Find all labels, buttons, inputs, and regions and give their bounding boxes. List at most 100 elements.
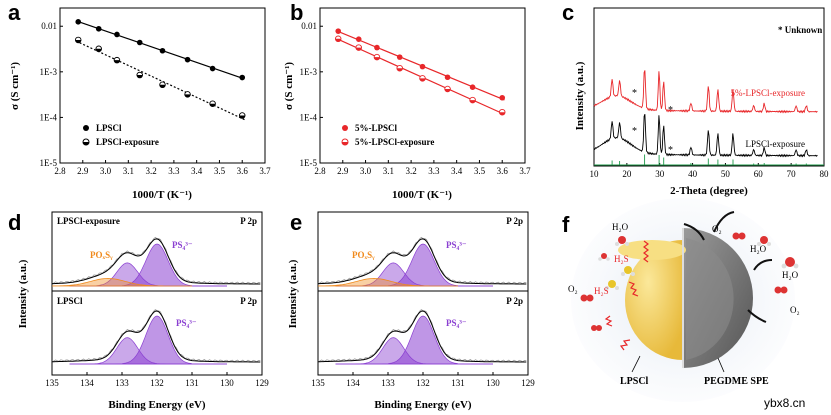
panel-e-letter: e — [290, 210, 302, 235]
d-bottom-sample-label: LPSCl — [57, 296, 83, 306]
data-point — [373, 53, 381, 61]
x-tick-label: 3.3 — [168, 166, 180, 176]
data-point — [355, 44, 362, 51]
x-tick-label: 3.0 — [100, 166, 112, 176]
data-point — [444, 85, 451, 93]
data-point — [159, 47, 166, 54]
xrd-pattern-5-lpscl-exposure — [593, 70, 818, 114]
x-tick-label: 3.4 — [451, 166, 463, 176]
panel-a: a 2.8 2.9 3.0 3.1 3.2 3.3 3.4 3.5 3.6 3.7 1E-51E-… — [8, 0, 271, 201]
x-tick-label: 80 — [820, 169, 830, 179]
panel-c-letter: c — [562, 0, 574, 25]
x-tick-label: 132 — [150, 378, 164, 388]
x-tick-label: 135 — [311, 378, 325, 388]
panel-d-xlabel: Binding Energy (eV) — [108, 399, 206, 411]
x-tick-label: 134 — [80, 378, 94, 388]
raw-data-line — [317, 236, 527, 285]
x-tick-label: 60 — [754, 169, 764, 179]
d-bottom-edge-label: P 2p — [240, 296, 257, 306]
data-point — [498, 108, 506, 116]
data-point — [95, 25, 102, 32]
data-point — [136, 71, 143, 79]
poxsy-component — [51, 277, 192, 287]
x-tick-label: 3.6 — [237, 166, 249, 176]
y-tick-label: 1E-5 — [40, 158, 58, 168]
data-point — [114, 31, 120, 38]
panel-e-x-axis: 135 134 133 132 131 130 129 — [311, 372, 535, 388]
panel-f-schematic: f — [562, 198, 800, 402]
panel-d-letter: d — [8, 210, 21, 235]
panel-b-x-axis: 2.8 2.9 3.0 3.1 3.2 3.3 3.4 3.5 3.6 3.7 — [314, 160, 531, 176]
panel-c-unknown-note: * Unknown — [778, 25, 822, 35]
label-lpscl-core: LPSCl — [620, 376, 649, 387]
e-poxsy-label: POₓSᵧ — [352, 250, 375, 260]
legend-label-5-lpscl-exposure: 5%-LPSCl-exposure — [355, 137, 434, 147]
y-tick-label: 0.01 — [301, 21, 317, 31]
xrd-reference-pattern — [594, 154, 824, 166]
d-ps4-label-top: PS₄³⁻ — [172, 240, 193, 250]
panel-a-legend: LPSCl LPSCl-exposure — [82, 123, 159, 147]
x-tick-label: 130 — [220, 378, 234, 388]
panel-b: b 2.8 2.9 3.0 3.1 3.2 3.3 3.4 3.5 3.6 3.7 1E-51E-… — [283, 0, 531, 201]
panel-c-x-axis: 10 20 30 40 50 60 70 80 — [590, 163, 830, 179]
d-top-sample-label: LPSCl-exposure — [57, 216, 120, 226]
xrd-star-3: * — [632, 126, 637, 137]
data-point — [159, 81, 166, 89]
panel-a-letter: a — [8, 0, 21, 25]
x-tick-label: 129 — [521, 378, 535, 388]
x-tick-label: 134 — [346, 378, 360, 388]
data-point — [184, 91, 191, 98]
data-point — [334, 35, 342, 43]
data-point — [209, 100, 216, 107]
panel-a-x-axis: 2.8 2.9 3.0 3.1 3.2 3.3 3.4 3.5 3.6 3.7 — [54, 160, 271, 176]
legend-label-5-lpscl: 5%-LPSCl — [355, 123, 398, 133]
data-point — [469, 96, 476, 104]
e-ps4-label-bottom: PS₄³⁻ — [446, 318, 467, 328]
x-tick-label: 129 — [255, 378, 269, 388]
o2-molecule-icon — [591, 325, 602, 331]
panel-b-data-points — [334, 28, 506, 116]
data-point — [355, 36, 362, 42]
data-point — [184, 56, 191, 63]
legend-label-lpscl: LPSCl — [96, 123, 122, 133]
x-tick-label: 3.5 — [214, 166, 226, 176]
label-h2o-3: H₂O — [782, 270, 799, 280]
poxsy-component — [317, 277, 458, 287]
data-point — [239, 74, 246, 81]
xps-spectrum-e-exposure — [317, 236, 527, 287]
x-tick-label: 3.3 — [428, 166, 440, 176]
data-point — [136, 39, 143, 46]
xps-spectrum-d-pristine — [51, 309, 261, 365]
panel-f-letter: f — [562, 212, 570, 237]
panel-a-xlabel: 1000/T (K⁻¹) — [132, 189, 192, 201]
x-tick-label: 130 — [486, 378, 500, 388]
d-top-edge-label: P 2p — [240, 216, 257, 226]
y-tick-label: 1E-4 — [300, 112, 318, 122]
panel-c-ylabel: Intensity (a.u.) — [574, 61, 586, 130]
panel-b-frame — [319, 7, 526, 164]
data-point — [209, 65, 216, 72]
x-tick-label: 3.6 — [497, 166, 509, 176]
panel-a-fit-lines — [75, 20, 245, 121]
data-point — [499, 94, 506, 101]
fit-envelope-line — [52, 238, 261, 285]
xrd-star-2: * — [668, 105, 673, 116]
x-tick-label: 3.7 — [259, 166, 271, 176]
panel-d-x-axis: 135 134 133 132 131 130 129 — [45, 372, 269, 388]
y-tick-label: 1E-5 — [300, 158, 318, 168]
raw-data-line — [317, 309, 527, 363]
ps4-component — [335, 337, 493, 365]
x-tick-label: 10 — [590, 169, 600, 179]
x-tick-label: 3.1 — [123, 166, 134, 176]
panel-d-ylabel: Intensity (a.u.) — [17, 259, 29, 328]
x-tick-label: 70 — [787, 169, 797, 179]
h2s-molecule-icon — [605, 280, 619, 290]
panel-c-frame — [593, 7, 825, 167]
ps4-component — [335, 315, 493, 365]
data-point — [374, 44, 380, 51]
schematic-lpscl-core — [625, 240, 683, 360]
data-point — [74, 36, 82, 44]
panel-b-legend: 5%-LPSCl 5%-LPSCl-exposure — [341, 123, 434, 147]
xrd-star-1: * — [632, 88, 637, 99]
